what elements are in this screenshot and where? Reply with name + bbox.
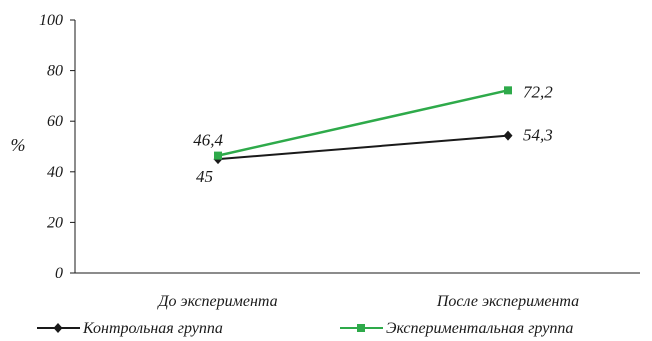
x-category-labels: До эксперимента После эксперимента xyxy=(156,293,579,310)
axes xyxy=(74,20,640,274)
y-tick-label: 0 xyxy=(55,265,63,282)
data-point-marker xyxy=(214,151,222,160)
data-label: 45 xyxy=(196,167,213,186)
y-ticks: 0 20 40 60 80 100 xyxy=(39,12,75,282)
y-tick-label: 60 xyxy=(47,113,63,130)
data-label: 46,4 xyxy=(193,131,223,150)
y-tick-label: 40 xyxy=(47,164,63,181)
series-experimental: 46,4 72,2 xyxy=(193,82,553,160)
series-control: 45 54,3 xyxy=(196,126,553,187)
legend-marker xyxy=(357,324,365,332)
series-line xyxy=(217,134,509,161)
series-line xyxy=(217,89,509,157)
legend-label: Экспериментальная группа xyxy=(386,320,573,337)
series-group: 45 54,3 46,4 72,2 xyxy=(193,82,553,186)
legend-marker xyxy=(53,323,63,333)
legend-item: Контрольная группа xyxy=(37,320,223,337)
x-category-label: До эксперимента xyxy=(156,293,277,310)
y-axis-label: % xyxy=(11,135,26,155)
data-point-marker xyxy=(504,86,512,95)
legend: Контрольная группа Экспериментальная груп… xyxy=(37,320,573,337)
y-tick-label: 20 xyxy=(47,214,63,231)
data-point-marker xyxy=(503,130,513,141)
data-label: 72,2 xyxy=(523,82,553,101)
y-tick-label: 80 xyxy=(47,63,63,80)
legend-item: Экспериментальная группа xyxy=(340,320,573,337)
y-tick-label: 100 xyxy=(39,12,63,29)
data-label: 54,3 xyxy=(523,126,553,145)
x-category-label: После эксперимента xyxy=(436,293,579,310)
legend-label: Контрольная группа xyxy=(82,320,223,337)
